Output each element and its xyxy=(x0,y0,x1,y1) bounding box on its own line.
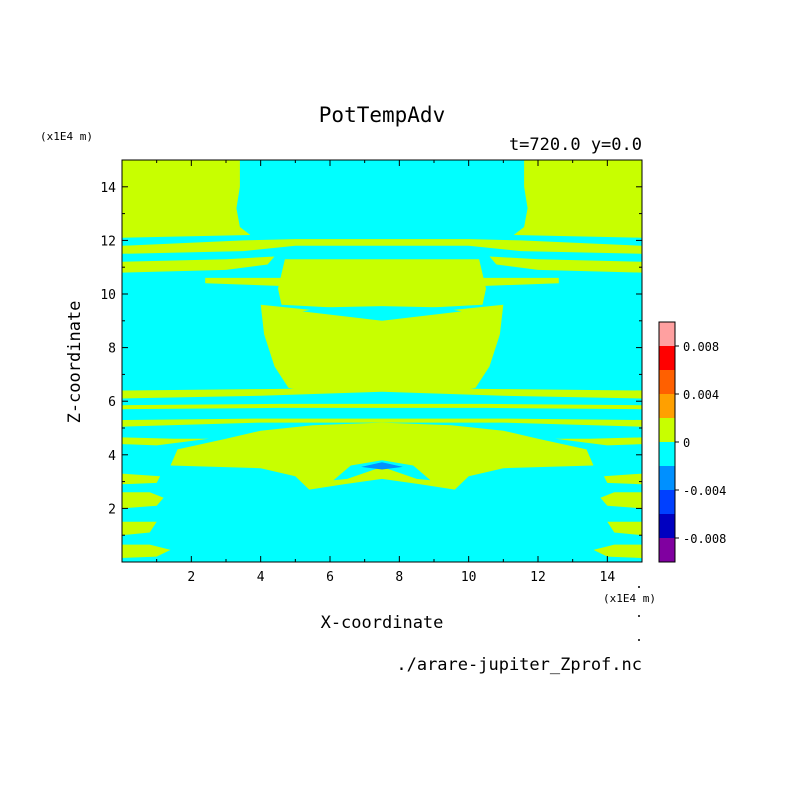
contour-region-band-11 xyxy=(122,256,275,273)
y-tick-label: 6 xyxy=(108,395,116,410)
dot-mark xyxy=(638,639,640,641)
y-tick-label: 8 xyxy=(108,342,116,357)
contour-region-left-stripe-3 xyxy=(122,521,157,536)
contour-region-upper-middle-box xyxy=(278,259,486,311)
colorbar-swatch xyxy=(659,346,675,370)
colorbar-tick-label: -0.008 xyxy=(683,532,726,546)
contour-region-band-12 xyxy=(122,239,642,254)
y-tick-label: 12 xyxy=(100,234,116,249)
contour-region-right-stripe-3 xyxy=(607,521,642,536)
contour-region-band-11-right xyxy=(489,256,642,273)
contour-region-left-shelf xyxy=(205,277,282,286)
x-tick-label: 4 xyxy=(257,570,265,585)
colorbar-swatch xyxy=(659,394,675,418)
y-tick-label: 14 xyxy=(100,181,116,196)
contour-region-right-stripe-2 xyxy=(600,492,642,509)
y-tick-label: 2 xyxy=(108,502,116,517)
contour-region-left-stripe-2 xyxy=(122,492,164,509)
y-axis-unit: (x1E4 m) xyxy=(40,130,93,143)
colorbar-tick-label: -0.004 xyxy=(683,484,726,498)
y-axis-label: Z-coordinate xyxy=(65,301,85,424)
x-axis-unit: (x1E4 m) xyxy=(603,592,656,605)
colorbar-tick-label: 0 xyxy=(683,436,690,450)
y-tick-label: 10 xyxy=(100,288,116,303)
contour-region-cyan-inner-bowl xyxy=(302,306,462,321)
colorbar-tick-label: 0.004 xyxy=(683,388,719,402)
colorbar-swatch xyxy=(659,418,675,442)
chart-title: PotTempAdv xyxy=(319,103,445,127)
contour-region-cyan-lens xyxy=(333,460,431,481)
contour-field xyxy=(122,160,642,562)
contour-region-right-stripe-4 xyxy=(593,544,642,558)
colorbar-swatch xyxy=(659,490,675,514)
contour-region-blue-spot xyxy=(361,462,403,470)
contour-region-lower-right-wisp xyxy=(555,437,642,446)
colorbar-swatch xyxy=(659,538,675,562)
colorbar-swatch xyxy=(659,322,675,346)
dot-mark xyxy=(638,615,640,617)
contour-region-right-shelf xyxy=(482,277,559,286)
contour-region-lower-left-wisp xyxy=(122,437,209,446)
x-tick-label: 10 xyxy=(461,570,477,585)
x-tick-label: 12 xyxy=(530,570,546,585)
contour-region-left-stripe-4 xyxy=(122,544,171,558)
x-tick-label: 8 xyxy=(395,570,403,585)
contour-region-top-right xyxy=(513,160,642,238)
contour-region-left-stripe-1 xyxy=(122,473,161,485)
colorbar-swatch xyxy=(659,442,675,466)
source-file: ./arare-jupiter_Zprof.nc xyxy=(396,655,642,675)
dot-mark xyxy=(638,586,640,588)
contour-region-band-5-7 xyxy=(122,403,642,410)
y-tick-label: 4 xyxy=(108,449,116,464)
contour-region-bowl xyxy=(260,304,504,394)
chart-subtitle: t=720.0 y=0.0 xyxy=(509,135,642,155)
contour-region-band-6 xyxy=(122,387,642,399)
colorbar-swatch xyxy=(659,514,675,538)
colorbar-swatch xyxy=(659,370,675,394)
colorbar-swatch xyxy=(659,466,675,490)
y-axis-ticks: 2 4 6 8 10 12 14 xyxy=(100,181,642,536)
x-tick-label: 14 xyxy=(600,570,616,585)
x-axis-label: X-coordinate xyxy=(321,613,444,633)
x-tick-label: 2 xyxy=(187,570,195,585)
contour-region-top-left xyxy=(122,160,251,238)
plot-frame xyxy=(121,159,643,563)
colorbar: -0.008 -0.004 0 0.004 0.008 xyxy=(658,321,726,563)
x-tick-label: 6 xyxy=(326,570,334,585)
colorbar-tick-label: 0.008 xyxy=(683,340,719,354)
contour-region-lower-dome xyxy=(170,422,594,490)
x-axis-ticks: 2 4 6 8 10 12 14 xyxy=(156,160,616,585)
contour-region-right-stripe-1 xyxy=(603,473,642,485)
contour-region-band-5-2 xyxy=(122,418,642,427)
